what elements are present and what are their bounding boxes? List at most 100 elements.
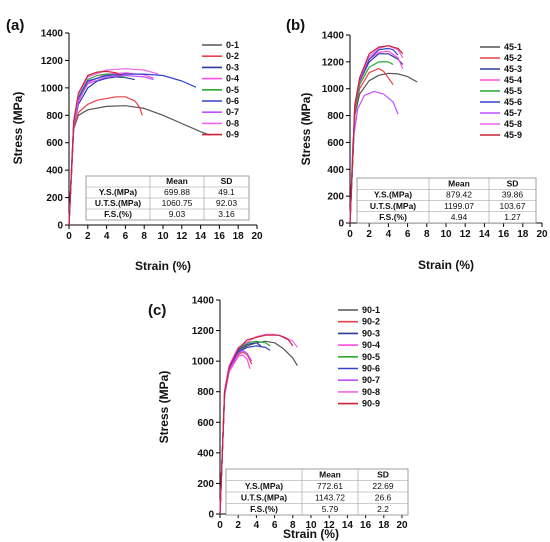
y-tick-label: 1400 bbox=[41, 29, 64, 40]
stats-table-cell: 22.69 bbox=[372, 481, 394, 491]
legend-label: 45-2 bbox=[504, 53, 522, 63]
y-tick-label: 1400 bbox=[192, 296, 215, 307]
stats-table-header: Mean bbox=[319, 470, 341, 480]
legend-label: 90-7 bbox=[362, 375, 380, 385]
chart-panel-1: (b) 0 200 400 600 800 1000 1200 1400 0 2 4 6 8 10 12 14 1… bbox=[286, 17, 548, 272]
x-axis-title: Strain (%) bbox=[283, 527, 339, 541]
legend-label: 90-5 bbox=[362, 352, 380, 362]
stats-table-cell: Y.S.(MPa) bbox=[245, 481, 283, 491]
x-tick-label: 2 bbox=[235, 520, 241, 531]
legend-label: 0-5 bbox=[226, 85, 239, 95]
legend-label: 90-4 bbox=[362, 340, 380, 350]
x-tick-label: 20 bbox=[251, 231, 263, 242]
x-tick-label: 20 bbox=[536, 229, 548, 240]
x-tick-label: 4 bbox=[386, 229, 392, 240]
stats-table-cell: 9.03 bbox=[169, 209, 186, 219]
legend-label: 90-2 bbox=[362, 317, 380, 327]
series-line-0-2 bbox=[68, 96, 143, 226]
legend: 90-1 90-290-3 90-4 90-5 90-690-7 90-8 90-9 bbox=[338, 305, 380, 409]
x-tick-label: 12 bbox=[176, 231, 188, 242]
legend-label: 45-5 bbox=[504, 86, 522, 96]
legend-label: 90-9 bbox=[362, 399, 380, 409]
x-tick-label: 10 bbox=[305, 520, 317, 531]
y-tick-label: 0 bbox=[338, 219, 344, 230]
legend-label: 0-1 bbox=[226, 40, 239, 50]
y-tick-label: 600 bbox=[197, 418, 214, 429]
x-tick-label: 0 bbox=[66, 231, 72, 242]
y-tick-label: 200 bbox=[197, 479, 214, 490]
stats-table-cell: 2.2 bbox=[377, 504, 389, 514]
y-tick-label: 800 bbox=[327, 111, 344, 122]
stats-table-cell: U.T.S.(MPa) bbox=[370, 201, 416, 211]
legend-label: 0-6 bbox=[226, 96, 239, 106]
legend-label: 45-8 bbox=[504, 119, 522, 129]
stats-table-cell: 1143.72 bbox=[315, 493, 345, 503]
stats-table-header: SD bbox=[377, 470, 389, 480]
x-tick-label: 6 bbox=[272, 520, 278, 531]
x-tick-label: 16 bbox=[498, 229, 510, 240]
y-tick-label: 600 bbox=[46, 138, 63, 149]
stats-table-cell: 39.86 bbox=[502, 190, 524, 200]
stats-table-cell: 4.94 bbox=[451, 212, 468, 222]
x-tick-label: 4 bbox=[104, 231, 110, 242]
stats-table-cell: U.T.S.(MPa) bbox=[95, 198, 141, 208]
legend-label: 45-3 bbox=[504, 64, 522, 74]
x-tick-label: 0 bbox=[347, 229, 353, 240]
legend-label: 45-7 bbox=[504, 108, 522, 118]
x-tick-label: 0 bbox=[217, 520, 223, 531]
x-tick-label: 20 bbox=[396, 520, 408, 531]
legend-label: 0-7 bbox=[226, 107, 239, 117]
y-tick-label: 1200 bbox=[41, 56, 64, 67]
stats-table-cell: 772.61 bbox=[317, 481, 343, 491]
stats-table-cell: Y.S.(MPa) bbox=[374, 190, 412, 200]
panel-label: (b) bbox=[286, 17, 305, 34]
y-axis-title: Stress (MPa) bbox=[299, 93, 313, 166]
x-tick-label: 14 bbox=[195, 231, 207, 242]
y-tick-label: 400 bbox=[46, 166, 63, 177]
y-tick-label: 0 bbox=[57, 221, 63, 232]
x-tick-label: 18 bbox=[517, 229, 529, 240]
x-axis-title: Strain (%) bbox=[418, 258, 474, 272]
legend-label: 45-9 bbox=[504, 130, 522, 140]
y-tick-label: 200 bbox=[46, 193, 63, 204]
stats-table-cell: F.S.(%) bbox=[104, 209, 132, 219]
stats-table-cell: 699.88 bbox=[164, 187, 190, 197]
series-line-90-9 bbox=[219, 334, 294, 515]
panel-label: (a) bbox=[6, 17, 24, 34]
series-line-0-9 bbox=[68, 70, 121, 226]
legend-label: 90-3 bbox=[362, 328, 380, 338]
series-line-45-9 bbox=[349, 45, 404, 224]
legend-label: 0-2 bbox=[226, 51, 239, 61]
stats-table-cell: 26.6 bbox=[375, 493, 392, 503]
legend: 0-10-20-3 0-40-50-60-70-8 0-9 bbox=[202, 40, 239, 140]
legend-label: 45-4 bbox=[504, 75, 522, 85]
legend-label: 90-1 bbox=[362, 305, 380, 315]
y-tick-label: 200 bbox=[327, 192, 344, 203]
x-tick-label: 16 bbox=[214, 231, 226, 242]
y-tick-label: 1000 bbox=[322, 84, 345, 95]
y-tick-label: 1400 bbox=[322, 31, 345, 42]
stats-table-header: SD bbox=[221, 176, 233, 186]
chart-panel-0: (a) 0 200 400 600 800 1000 1200 1400 0 2 4 6 8 10 12 14 1… bbox=[6, 17, 263, 273]
stats-table: Mean SD Y.S.(MPa) 879.42 39.86 U.T.S.(MPa) 119… bbox=[356, 177, 537, 224]
stats-table-cell: 1060.75 bbox=[162, 198, 193, 208]
legend-label: 0-8 bbox=[226, 118, 239, 128]
x-tick-label: 16 bbox=[360, 520, 372, 531]
x-tick-label: 14 bbox=[479, 229, 491, 240]
stats-table-cell: 879.42 bbox=[446, 190, 472, 200]
x-tick-label: 8 bbox=[290, 520, 296, 531]
x-tick-label: 6 bbox=[123, 231, 129, 242]
x-tick-label: 18 bbox=[233, 231, 245, 242]
stats-table-cell: 92.03 bbox=[216, 198, 238, 208]
x-tick-label: 2 bbox=[85, 231, 91, 242]
y-tick-label: 1000 bbox=[192, 357, 215, 368]
y-axis-title: Stress (MPa) bbox=[157, 371, 171, 444]
y-tick-label: 0 bbox=[208, 510, 214, 521]
y-tick-label: 600 bbox=[327, 138, 344, 149]
x-tick-label: 4 bbox=[254, 520, 260, 531]
y-tick-label: 1200 bbox=[322, 57, 345, 68]
legend-label: 90-8 bbox=[362, 387, 380, 397]
x-tick-label: 12 bbox=[460, 229, 472, 240]
stats-table: Mean SD Y.S.(MPa) 772.61 22.69 U.T.S.(MPa) 114… bbox=[225, 468, 409, 516]
y-tick-label: 400 bbox=[197, 448, 214, 459]
